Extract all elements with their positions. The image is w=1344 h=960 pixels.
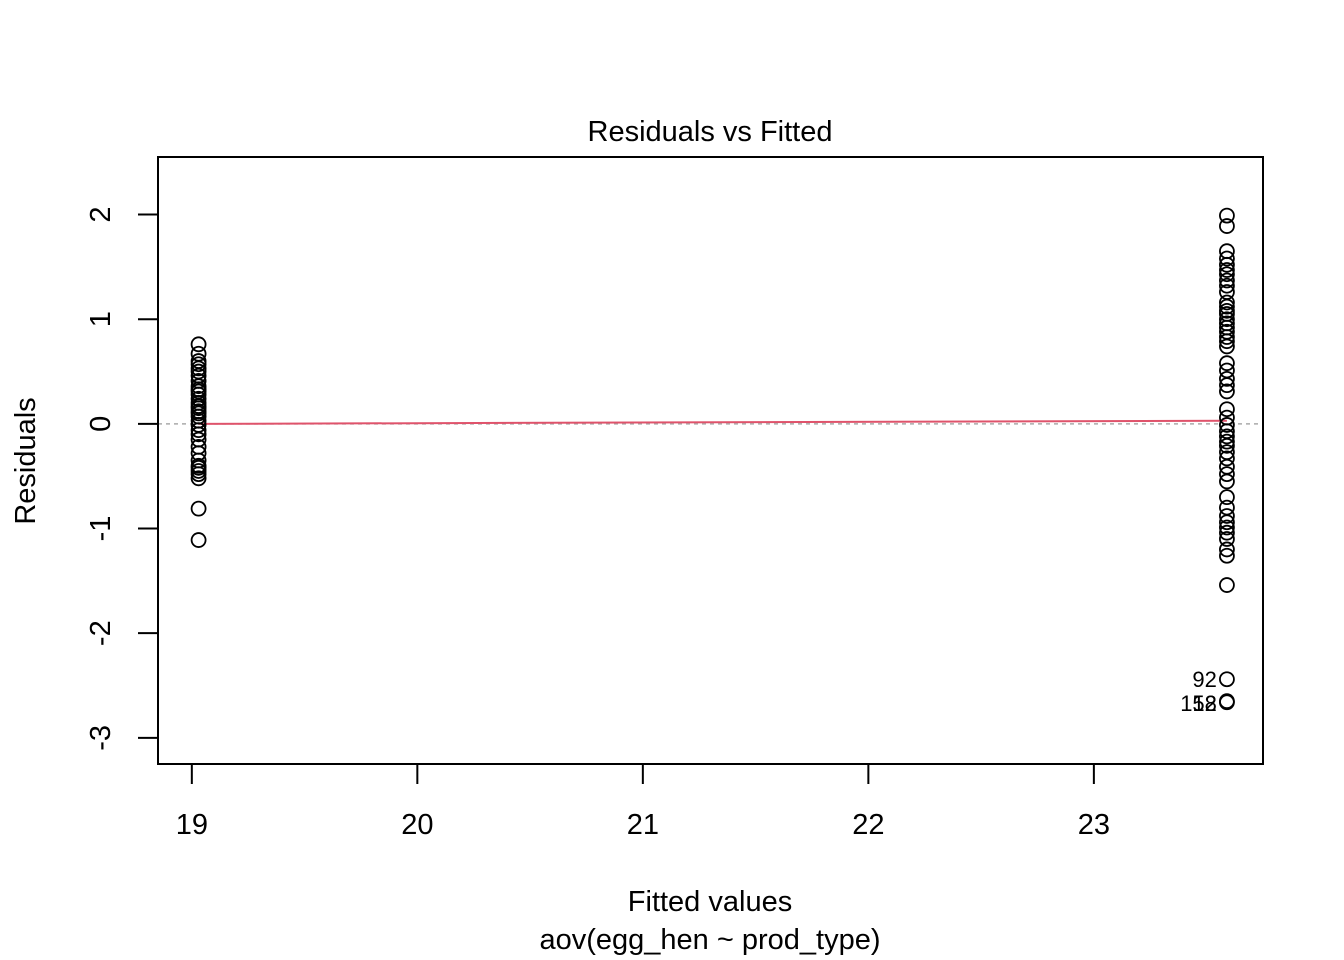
y-tick-label: -1 — [85, 516, 117, 542]
residual-point — [1219, 338, 1235, 355]
residual-point — [1219, 370, 1235, 387]
residual-point — [1219, 207, 1235, 224]
residual-point — [190, 336, 207, 353]
residual-point — [1219, 450, 1235, 467]
residual-points — [190, 207, 1235, 711]
residual-point — [1219, 377, 1235, 394]
y-tick-label: 1 — [85, 311, 117, 327]
residual-point — [1219, 401, 1235, 418]
residual-point — [1219, 383, 1235, 400]
residual-point — [1219, 694, 1235, 711]
residual-point — [1219, 547, 1235, 564]
residual-point — [1219, 298, 1235, 315]
x-tick-label: 19 — [176, 809, 208, 841]
residual-point — [1219, 333, 1235, 350]
residual-point — [1219, 541, 1235, 558]
residual-point — [1219, 577, 1235, 593]
residual-point — [1219, 294, 1235, 311]
residual-point — [1219, 277, 1235, 294]
y-tick-label: 0 — [85, 416, 117, 432]
residual-point — [1219, 250, 1235, 267]
chart-title: Residuals vs Fitted — [588, 116, 833, 148]
residual-point — [190, 500, 207, 517]
residual-point — [190, 356, 207, 373]
residual-point — [190, 422, 207, 439]
residual-point — [1219, 218, 1235, 234]
residual-point — [1219, 671, 1235, 688]
residual-point — [1219, 437, 1235, 454]
x-tick-label: 22 — [852, 809, 884, 841]
y-tick-label: -2 — [85, 620, 117, 646]
residual-point — [1219, 256, 1235, 273]
outlier-label: 12 — [1192, 691, 1216, 716]
residual-point — [190, 470, 207, 487]
y-axis: -3 -2 -1 0 1 2 — [85, 206, 159, 751]
residual-point — [1219, 428, 1235, 445]
residual-point — [1219, 524, 1235, 541]
y-axis-label: Residuals — [10, 397, 42, 524]
residual-point — [1219, 514, 1235, 531]
residual-point — [1219, 272, 1235, 289]
residual-point — [1219, 433, 1235, 450]
x-tick-label: 20 — [401, 809, 433, 841]
residual-point — [1219, 508, 1235, 524]
residual-point — [1219, 466, 1235, 483]
x-tick-label: 23 — [1078, 809, 1110, 841]
residual-point — [1219, 329, 1235, 345]
residual-point — [1219, 355, 1235, 372]
y-tick-label: 2 — [85, 206, 117, 222]
residual-point — [190, 466, 207, 483]
x-tick-label: 21 — [627, 809, 659, 841]
residual-point — [1219, 531, 1235, 547]
smoother-line — [198, 419, 1227, 425]
residual-point — [1219, 266, 1235, 283]
x-axis-subtitle: aov(egg_hen ~ prod_type) — [539, 924, 880, 956]
residual-point — [1219, 262, 1235, 278]
y-tick-label: -3 — [85, 725, 117, 751]
x-axis-label: Fitted values — [628, 886, 792, 918]
residual-point — [1219, 519, 1235, 536]
residual-point — [1219, 311, 1235, 328]
residual-point — [1219, 417, 1235, 433]
residual-point — [1219, 473, 1235, 490]
residual-point — [190, 426, 207, 443]
residual-point — [1219, 489, 1235, 506]
x-axis: 19 20 21 22 23 — [176, 763, 1110, 841]
residual-point — [190, 532, 207, 548]
outlier-label: 92 — [1192, 667, 1216, 692]
outlier-label: 158 — [1180, 691, 1217, 716]
